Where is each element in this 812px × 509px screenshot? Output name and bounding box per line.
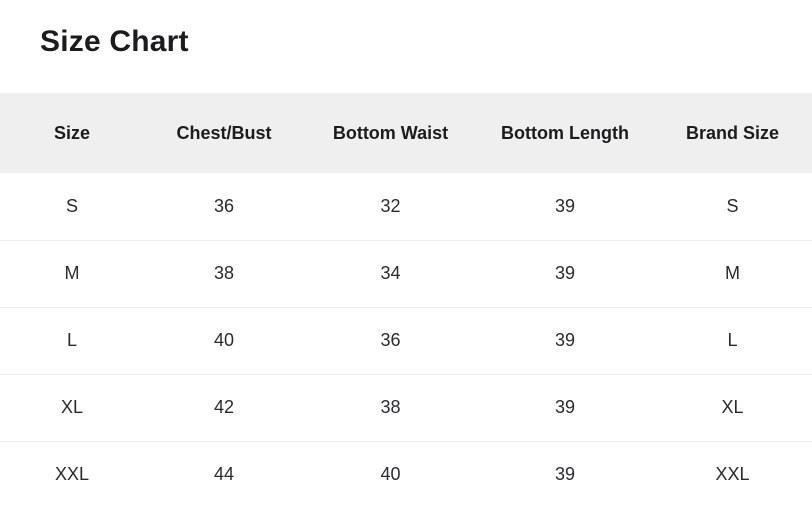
column-header-bottom-waist: Bottom Waist [332,122,449,143]
table-header: Size Chest/Bust Bottom Waist Bottom Leng… [0,93,812,173]
table-cell: 34 [304,239,477,307]
table-cell: 40 [304,440,477,508]
table-row: XL 42 38 39 XL [0,373,812,441]
table-cell: 44 [144,440,304,508]
table-cell: 36 [304,306,477,374]
table-cell: 36 [213,195,235,216]
table-cell: 42 [144,373,304,441]
table-row: M 38 34 39 M [0,239,812,307]
table-cell: L [0,306,144,374]
header-row: Size Chest/Bust Bottom Waist Bottom Leng… [0,93,812,173]
table-cell: 32 [380,195,401,216]
table-row: XXL 44 40 39 XXL [0,440,812,508]
table-body: S 36 32 39 S M 38 34 39 M L 40 36 39 L [0,173,812,508]
table-cell: 39 [477,239,653,307]
table-cell: M [653,239,812,307]
table-cell: 38 [304,373,477,441]
table-cell: 39 [477,440,653,508]
title-bar: Size Chart [0,0,812,93]
size-chart-table: Size Chest/Bust Bottom Waist Bottom Leng… [0,93,812,508]
table-cell: L [653,306,812,374]
table-cell: M [0,239,144,307]
table-cell: S [65,195,78,216]
column-header-chest-bust: Chest/Bust [176,122,272,143]
column-header-brand-size: Brand Size [685,122,780,143]
page-title: Size Chart [40,25,189,58]
table-cell: XL [653,373,812,441]
table-cell: 39 [477,306,653,374]
table-row: L 40 36 39 L [0,306,812,374]
column-header-bottom-length: Bottom Length [501,122,629,143]
table-cell: 39 [477,373,653,441]
table-row: S 36 32 39 S [0,173,812,240]
column-header-size: Size [53,122,91,143]
table-cell: 40 [144,306,304,374]
table-cell: XL [0,373,144,441]
table-cell: S [726,195,739,216]
table-cell: XXL [0,440,144,508]
table-cell: 39 [554,195,576,216]
table-cell: XXL [653,440,812,508]
table-cell: 38 [144,239,304,307]
